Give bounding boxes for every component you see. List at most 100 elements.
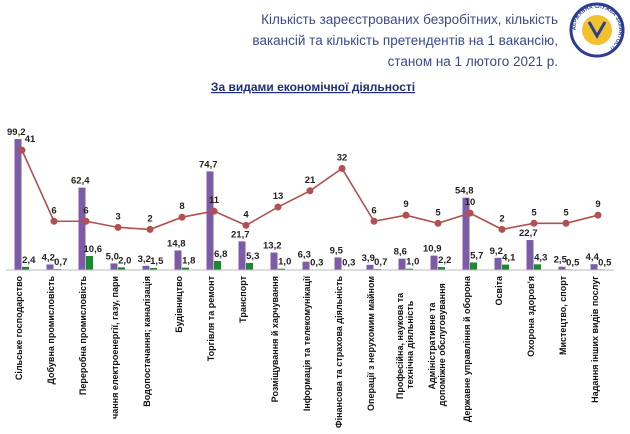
bar — [399, 259, 406, 270]
x-tick-label: Охорона здоров'я — [526, 276, 536, 357]
value-label: 5,0 — [106, 251, 119, 262]
bar — [246, 263, 253, 270]
bar — [271, 253, 278, 270]
logo: ДЕРЖАВНА СЛУЖБА ЗАЙНЯТОСТІ — [571, 4, 625, 56]
bar — [470, 262, 477, 270]
value-label: 4,1 — [502, 253, 516, 264]
line-marker — [563, 220, 570, 227]
value-label: 41 — [25, 134, 36, 145]
value-label: 6,8 — [214, 249, 227, 260]
value-label: 14,8 — [167, 238, 186, 249]
line-marker — [51, 218, 58, 225]
value-label: 11 — [209, 195, 220, 206]
line-marker — [435, 220, 442, 227]
bar — [79, 188, 86, 270]
line-marker — [147, 226, 154, 233]
bar — [47, 264, 54, 270]
value-label: 1,0 — [406, 257, 419, 268]
value-label: 3 — [115, 211, 120, 222]
value-label: 62,4 — [71, 176, 90, 187]
value-label: 5,7 — [470, 250, 483, 261]
x-tick-label: Будівництво — [174, 276, 184, 333]
x-tick-label: чання електроенергії, газу, пари — [110, 276, 120, 419]
x-tick-label: Операції з нерухомим майном — [366, 276, 376, 411]
x-tick-label: Інформація та телекомунікації — [302, 276, 312, 412]
value-label: 0,5 — [598, 257, 612, 268]
bar — [335, 257, 342, 270]
value-label: 6 — [51, 205, 56, 216]
x-tick-label: Переробна промисловість — [78, 276, 88, 396]
x-tick-label: Фінансова та страхова діяльність — [334, 276, 344, 429]
bar — [111, 263, 118, 270]
line-marker — [595, 212, 602, 219]
chart-title: За видами економічної діяльності — [211, 80, 415, 94]
value-label: 2,4 — [22, 255, 36, 266]
bar — [463, 198, 470, 270]
x-tick-label: Розміщування й харчування — [270, 276, 280, 402]
line-marker — [467, 210, 474, 217]
header-line: Кількість зареєстрованих безробітних, кі… — [261, 12, 558, 27]
value-label: 54,8 — [455, 186, 474, 197]
value-label: 6 — [371, 205, 376, 216]
line-marker — [83, 218, 90, 225]
value-label: 4,2 — [42, 252, 55, 263]
value-label: 9 — [595, 199, 600, 210]
line-marker — [531, 220, 538, 227]
bar — [239, 241, 246, 270]
line-marker — [115, 224, 122, 231]
value-label: 6 — [83, 205, 88, 216]
x-tick-label: Державне управління й оборона — [462, 275, 472, 422]
bar — [367, 265, 374, 270]
line-marker — [179, 214, 186, 221]
value-label: 2 — [147, 213, 152, 224]
line-marker — [403, 212, 410, 219]
bar — [214, 261, 221, 270]
value-label: 21 — [305, 175, 316, 186]
bar — [15, 139, 22, 270]
logo-center — [582, 15, 612, 45]
line-marker — [211, 208, 218, 215]
value-label: 1,0 — [278, 257, 291, 268]
line-marker — [339, 165, 346, 172]
value-label: 4 — [243, 209, 249, 220]
value-label: 0,5 — [566, 257, 580, 268]
x-tick-label: Водопостачання; каналізація — [142, 276, 152, 407]
bar — [534, 264, 541, 270]
x-tick-label: Мистецтво, спорт — [558, 275, 568, 355]
value-label: 10,9 — [423, 244, 442, 255]
value-label: 0,3 — [310, 258, 323, 269]
x-tick-label: Добувна промисловість — [46, 276, 56, 385]
value-label: 1,5 — [150, 256, 164, 267]
value-label: 4,3 — [534, 252, 547, 263]
value-label: 10 — [465, 197, 476, 208]
value-label: 8,6 — [394, 247, 407, 258]
value-label: 99,2 — [7, 127, 26, 138]
x-tick-label: Надання інших видів послуг — [590, 276, 600, 403]
line-marker — [307, 187, 314, 194]
value-label: 2 — [499, 213, 504, 224]
value-label: 0,7 — [54, 257, 67, 268]
value-label: 13 — [273, 191, 284, 202]
value-label: 3,9 — [362, 253, 375, 264]
bar — [86, 256, 93, 270]
value-label: 13,2 — [263, 241, 282, 252]
x-tick-label: Сільське господарство — [14, 276, 24, 381]
x-tick-label: Професійна, наукова та технічна діяльніс… — [395, 292, 415, 399]
bar — [502, 265, 509, 270]
line-marker — [19, 147, 26, 154]
value-label: 3,2 — [138, 254, 151, 265]
value-label: 8 — [179, 201, 184, 212]
value-label: 0,3 — [342, 258, 355, 269]
value-label: 22,7 — [519, 228, 538, 239]
value-label: 74,7 — [199, 159, 218, 170]
bar — [143, 266, 150, 270]
value-label: 10,6 — [84, 244, 103, 255]
value-label: 9 — [403, 199, 408, 210]
value-label: 9,5 — [330, 245, 344, 256]
x-tick-label: Транспорт — [238, 275, 248, 322]
value-label: 21,7 — [231, 229, 250, 240]
line-marker — [275, 204, 282, 211]
line-marker — [243, 222, 250, 229]
value-label: 6,3 — [298, 250, 311, 261]
